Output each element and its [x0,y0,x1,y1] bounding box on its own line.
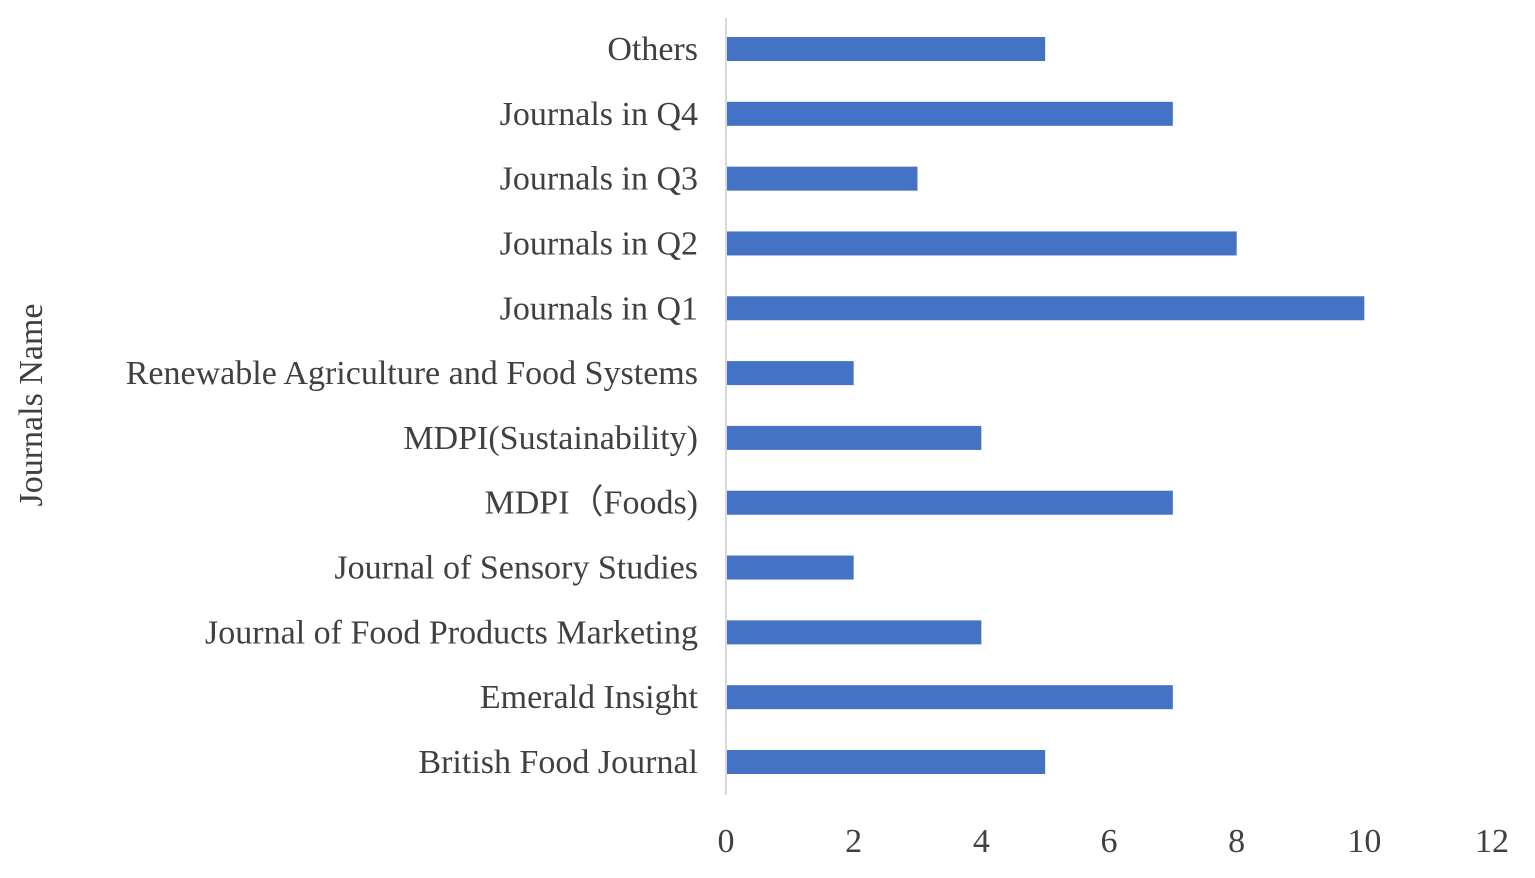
x-tick-label-8: 8 [1228,823,1245,860]
category-label-journals-in-q3: Journals in Q3 [500,161,698,198]
bars-group [727,37,1365,774]
category-labels-group: British Food Journal Emerald Insight Journ… [126,31,699,781]
category-label-others: Others [607,31,698,68]
bar-emerald-insight [727,685,1173,710]
x-tick-label-12: 12 [1475,823,1509,860]
category-label-journals-in-q2: Journals in Q2 [500,225,698,262]
x-tick-label-4: 4 [973,823,990,860]
bar-mdpi-sustainability [727,425,982,450]
bar-renewable-agriculture-and-food-systems [727,361,854,386]
bar-journals-in-q1 [727,296,1365,321]
category-label-journal-of-sensory-studies: Journal of Sensory Studies [334,550,698,587]
category-label-emerald-insight: Emerald Insight [480,679,699,716]
bar-mdpi-foods [727,490,1173,515]
bar-journals-in-q2 [727,231,1237,256]
x-tick-labels-group: 0 2 4 6 8 10 12 [718,823,1510,860]
bar-journal-of-sensory-studies [727,555,854,580]
bar-journals-in-q3 [727,166,918,191]
x-tick-label-6: 6 [1101,823,1118,860]
x-tick-label-0: 0 [718,823,735,860]
x-tick-label-10: 10 [1347,823,1381,860]
category-label-renewable-agriculture-and-food-systems: Renewable Agriculture and Food Systems [126,355,698,392]
category-label-british-food-journal: British Food Journal [418,744,698,781]
bar-others [727,37,1046,61]
category-label-journals-in-q4: Journals in Q4 [500,96,698,133]
category-label-journals-in-q1: Journals in Q1 [500,290,698,327]
category-label-journal-of-food-products-marketing: Journal of Food Products Marketing [205,614,698,651]
bar-journals-in-q4 [727,101,1173,126]
y-axis-title: Journals Name [13,303,50,506]
x-tick-label-2: 2 [845,823,862,860]
category-label-mdpi-foods: MDPI（Foods) [485,484,698,522]
category-label-mdpi-sustainability: MDPI(Sustainability) [403,420,698,457]
bar-british-food-journal [727,750,1046,774]
bar-journal-of-food-products-marketing [727,620,982,645]
